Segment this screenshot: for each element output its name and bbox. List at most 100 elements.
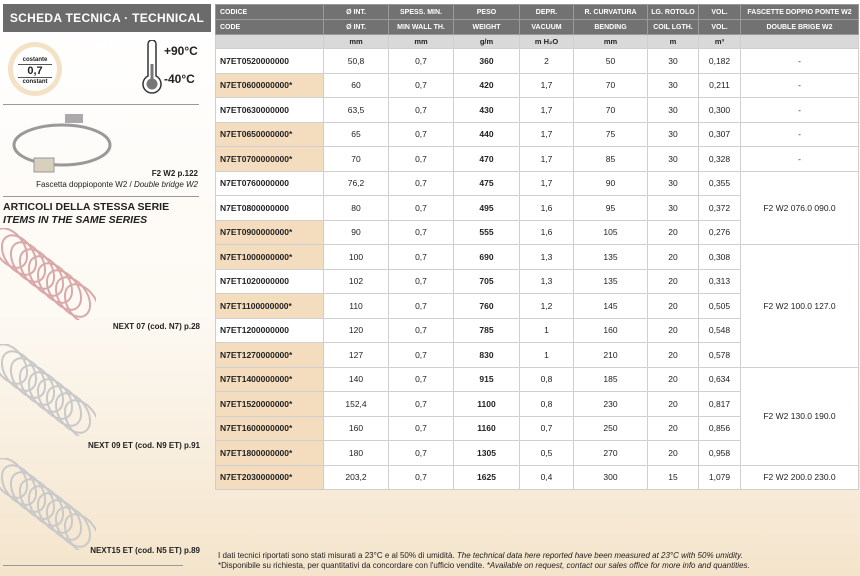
clamp-cell: - <box>740 146 859 172</box>
table-row: N7ET1800000000* 180 0,7 1305 0,5 270 20 0,958 <box>215 440 859 466</box>
hose-image <box>0 228 96 320</box>
table-cell: 250 <box>573 415 648 441</box>
table-row: N7ET1020000000 102 0,7 705 1,3 135 20 0,313 <box>215 268 859 294</box>
table-cell: 30 <box>647 121 699 147</box>
table-cell: 120 <box>323 317 389 343</box>
table-cell: 0,182 <box>698 48 741 74</box>
table-cell: 0,7 <box>388 170 454 196</box>
table-cell: 1,3 <box>519 268 574 294</box>
table-cell: 140 <box>323 366 389 392</box>
hose-image <box>0 458 96 550</box>
badge-value: 0,7 <box>18 64 52 78</box>
thickness-badge: costante 0,7 constant <box>8 42 62 96</box>
table-cell: 90 <box>323 219 389 245</box>
table-cell: 705 <box>453 268 520 294</box>
clamp-cell: - <box>740 72 859 98</box>
table-cell: 430 <box>453 97 520 123</box>
header-row: CODE Ø INT. MIN WALL TH. WEIGHT VACUUM BENDIN… <box>215 19 859 35</box>
clamp-cell: F2 W2 130.0 190.0 <box>740 366 859 466</box>
column-header: R. CURVATURA <box>573 4 648 20</box>
table-cell: 0,578 <box>698 342 741 368</box>
table-row: N7ET1000000000* 100 0,7 690 1,3 135 20 0,308 F2 … <box>215 244 859 368</box>
column-header: g/m <box>453 34 520 49</box>
column-header: mm <box>388 34 454 49</box>
table-cell: 63,5 <box>323 97 389 123</box>
table-cell: 0,328 <box>698 146 741 172</box>
table-cell: 0,7 <box>388 121 454 147</box>
table-cell: 135 <box>573 268 648 294</box>
divider <box>3 104 199 105</box>
table-cell: 30 <box>647 97 699 123</box>
table-cell: 20 <box>647 391 699 417</box>
clamp-desc-en: Double bridge W2 <box>133 180 198 189</box>
product-code: N7ET1520000000* <box>215 391 324 417</box>
table-cell: 0,5 <box>519 440 574 466</box>
product-code: N7ET0630000000 <box>215 97 324 123</box>
table-cell: 50 <box>573 48 648 74</box>
table-cell: 0,7 <box>388 464 454 490</box>
column-header: m H₂O <box>519 34 574 49</box>
hose-image <box>0 344 96 436</box>
clamp-cell: - <box>740 97 859 123</box>
table-cell: 65 <box>323 121 389 147</box>
table-cell: 160 <box>323 415 389 441</box>
column-header: LG. ROTOLO <box>647 4 699 20</box>
table-cell: 440 <box>453 121 520 147</box>
clamp-cell: - <box>740 121 859 147</box>
table-cell: 0,7 <box>388 342 454 368</box>
product-code: N7ET1100000000* <box>215 293 324 319</box>
header-row: CODICE Ø INT. SPESS. MIN. PESO DEPR. R. CURVA… <box>215 4 859 20</box>
table-cell: 915 <box>453 366 520 392</box>
table-cell: 1,7 <box>519 170 574 196</box>
table-cell: 20 <box>647 366 699 392</box>
table-cell: 0,8 <box>519 366 574 392</box>
series-label: NEXT 07 (cod. N7) p.28 <box>112 322 200 331</box>
table-cell: 830 <box>453 342 520 368</box>
temp-max: +90°C <box>164 44 198 58</box>
column-header: VOL. <box>698 4 741 20</box>
table-cell: 145 <box>573 293 648 319</box>
series-label: NEXT15 ET (cod. N5 ET) p.89 <box>90 546 200 555</box>
table-cell: 230 <box>573 391 648 417</box>
column-header: BENDING <box>573 19 648 35</box>
table-cell: 100 <box>323 244 389 270</box>
table-cell: 95 <box>573 195 648 221</box>
table-cell: 1,7 <box>519 121 574 147</box>
table-cell: 0,856 <box>698 415 741 441</box>
table-row: N7ET0630000000 63,5 0,7 430 1,7 70 30 0,300- <box>215 97 859 123</box>
table-cell: 1160 <box>453 415 520 441</box>
table-cell: 70 <box>573 72 648 98</box>
table-cell: 15 <box>647 464 699 490</box>
table-cell: 1,7 <box>519 146 574 172</box>
series-label: NEXT 09 ET (cod. N9 ET) p.91 <box>87 441 200 450</box>
table-row: N7ET1400000000* 140 0,7 915 0,8 185 20 0,634 F2 … <box>215 366 859 466</box>
table-cell: 0,7 <box>388 219 454 245</box>
table-cell: 203,2 <box>323 464 389 490</box>
divider <box>3 196 199 197</box>
clamp-cell: - <box>740 48 859 74</box>
table-cell: 300 <box>573 464 648 490</box>
table-cell: 185 <box>573 366 648 392</box>
table-cell: 20 <box>647 440 699 466</box>
table-cell: 475 <box>453 170 520 196</box>
table-cell: 135 <box>573 244 648 270</box>
table-cell: 495 <box>453 195 520 221</box>
table-cell: 85 <box>573 146 648 172</box>
table-cell: 20 <box>647 219 699 245</box>
table-cell: 1,7 <box>519 72 574 98</box>
table-cell: 60 <box>323 72 389 98</box>
product-code: N7ET0600000000* <box>215 72 324 98</box>
table-row: N7ET2030000000* 203,2 0,7 1625 0,4 300 15 1,079… <box>215 464 859 490</box>
table-cell: 0,307 <box>698 121 741 147</box>
table-cell: 30 <box>647 72 699 98</box>
column-header: DEPR. <box>519 4 574 20</box>
table-cell: 75 <box>573 121 648 147</box>
table-cell: 20 <box>647 293 699 319</box>
column-header: Ø INT. <box>323 4 389 20</box>
column-header: FASCETTE DOPPIO PONTE W2 <box>740 4 859 20</box>
table-cell: 420 <box>453 72 520 98</box>
table-cell: 110 <box>323 293 389 319</box>
table-cell: 30 <box>647 170 699 196</box>
table-cell: 0,7 <box>388 97 454 123</box>
table-cell: 470 <box>453 146 520 172</box>
